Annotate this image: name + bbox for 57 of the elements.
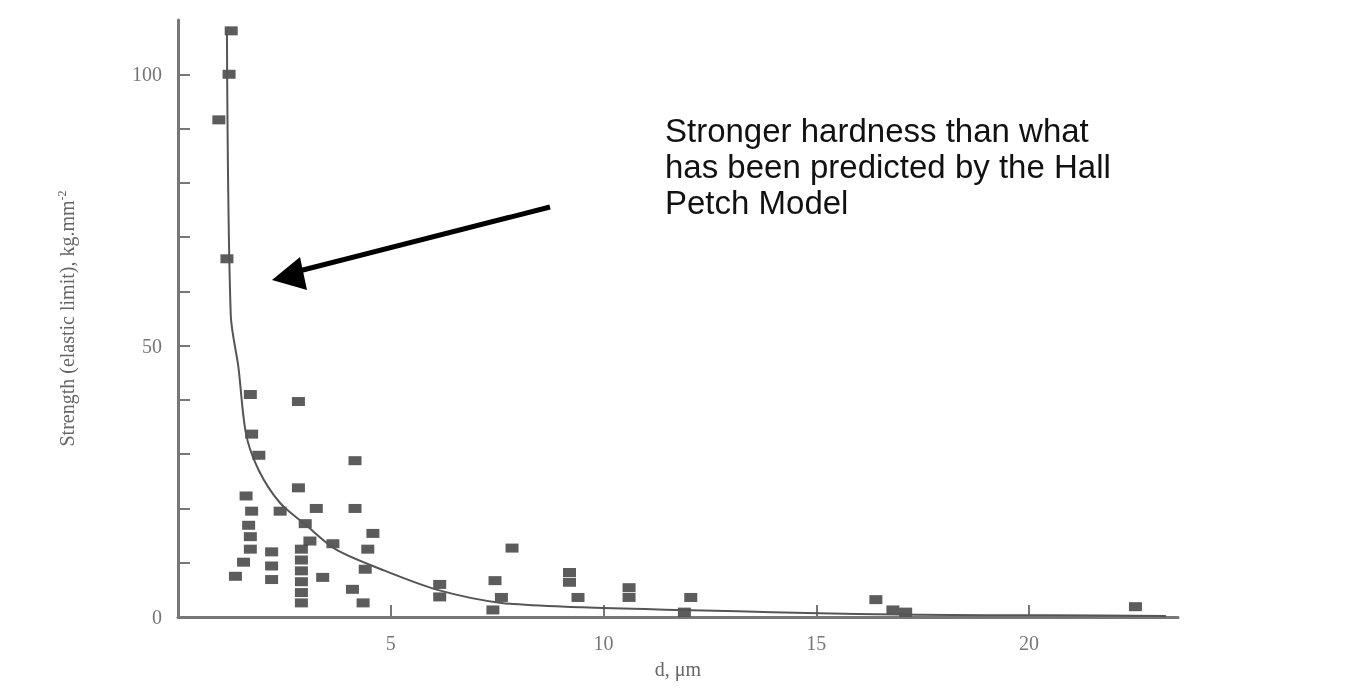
y-tick-label: 50 [142,334,162,357]
point [505,543,519,553]
point [494,592,508,602]
point [242,520,256,530]
point [291,483,305,493]
point [571,592,585,602]
point [622,583,636,593]
point [252,450,266,460]
x-tick-label: 10 [593,632,614,654]
point [433,592,447,602]
point [433,579,447,589]
point [684,592,698,602]
point [237,557,251,567]
point [243,532,257,542]
point [243,544,257,554]
point [562,577,576,587]
point [356,598,370,608]
point [316,572,330,582]
point [488,576,502,586]
point [309,503,323,513]
x-axis-title: d, μm [654,658,702,681]
point [228,571,242,581]
point [345,584,359,594]
point [294,598,308,608]
point [348,503,362,513]
x-tick-label: 15 [806,632,827,654]
point [265,575,279,585]
point [869,595,883,605]
point [294,566,308,576]
y-tick-label: 0 [152,606,162,628]
point [239,491,253,501]
y-axis-title: Strength (elastic limit), kg.mm-2 [55,190,79,447]
point [294,588,308,598]
x-tick-label: 20 [1019,632,1040,654]
point [212,115,226,125]
point [224,26,238,36]
point [1128,602,1142,612]
point [366,528,380,538]
point [486,605,500,615]
point [303,536,317,546]
point [358,564,372,574]
point [294,555,308,565]
point [348,456,362,466]
annotation: Stronger hardness than what has been predicted by the Hall Petch Model [665,111,1120,221]
point [243,389,257,399]
point [273,506,287,516]
x-tick-label: 5 [385,632,396,654]
point [886,605,900,615]
point [245,506,259,516]
point [265,561,279,571]
point [294,577,308,587]
point [294,544,308,554]
point [361,544,375,554]
point [622,592,636,602]
point [291,397,305,407]
point [265,547,279,557]
y-tick-label: 100 [132,63,162,86]
